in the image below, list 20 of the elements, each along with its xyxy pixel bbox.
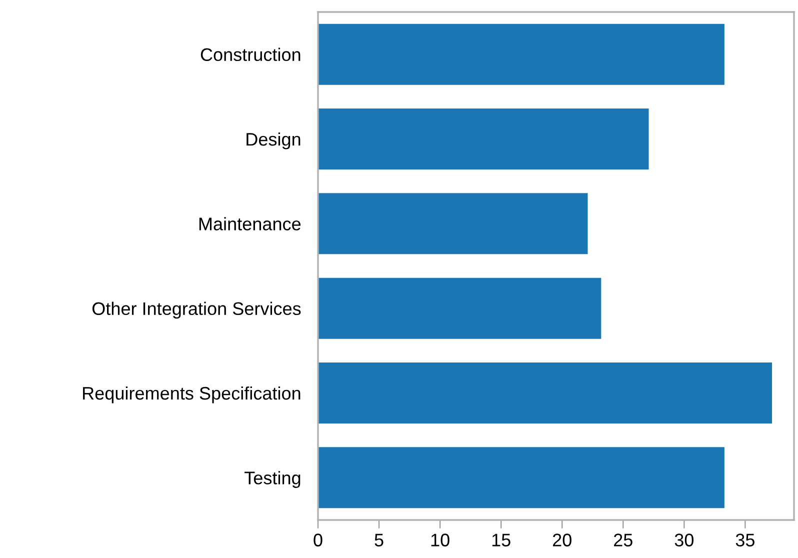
bar	[318, 108, 649, 170]
y-tick-label: Maintenance	[199, 217, 301, 230]
x-tick-label: 25	[614, 534, 632, 546]
y-tick-label: Other Integration Services	[92, 302, 301, 319]
bar	[318, 278, 602, 339]
bar	[318, 362, 772, 424]
bar	[318, 447, 724, 508]
y-tick-label: Requirements Specification	[83, 386, 300, 404]
x-tick-label: 15	[492, 534, 510, 546]
x-tick-label: 0	[314, 534, 322, 546]
y-tick-label: Design	[246, 132, 300, 150]
bar	[318, 193, 588, 254]
x-tick-label: 30	[674, 534, 694, 546]
x-tick-label: 5	[374, 534, 384, 546]
x-tick-label: 20	[552, 534, 572, 546]
bar	[318, 24, 724, 85]
y-tick-label: Construction	[200, 48, 300, 62]
x-tick-label: 10	[431, 534, 450, 546]
x-tick-label: 35	[736, 534, 754, 546]
y-tick-label: Testing	[244, 471, 300, 488]
